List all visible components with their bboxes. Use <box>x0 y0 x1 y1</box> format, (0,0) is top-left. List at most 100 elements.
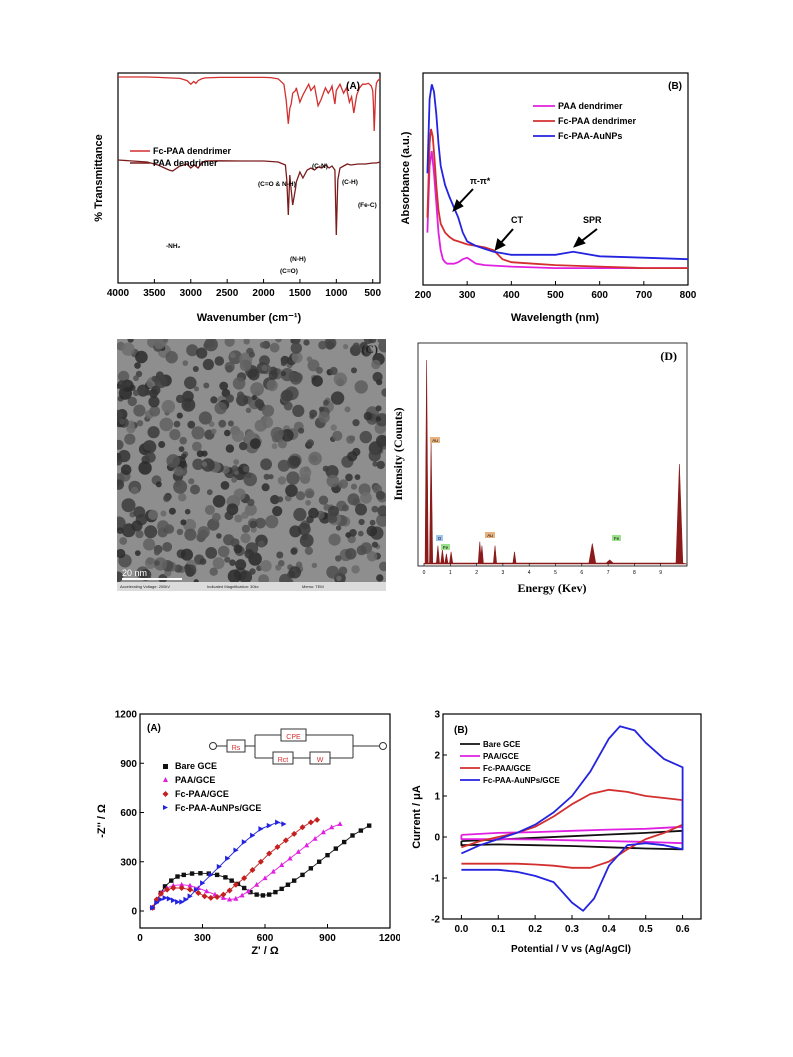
nanoparticle <box>379 561 386 572</box>
x-axis-tick-label: 0.2 <box>528 924 542 935</box>
nanoparticle <box>335 525 342 531</box>
nanoparticle <box>117 409 123 422</box>
nanoparticle <box>303 339 310 346</box>
annotation-spr: SPR <box>583 215 602 225</box>
tem-footer: Accelerating Voltage: 200kV Indicated Ma… <box>117 582 386 591</box>
cv-chart: 0.0 0.1 0.2 0.3 0.4 0.5 0.6 -2 -1 0 1 2 3 (B) Curren… <box>411 710 702 955</box>
nanoparticle <box>328 533 341 546</box>
nanoparticle <box>376 460 385 470</box>
nanoparticle <box>350 483 358 490</box>
nanoparticle <box>285 484 298 497</box>
nanoparticle <box>329 366 338 376</box>
nanoparticle <box>281 429 294 442</box>
nanoparticle <box>375 434 386 447</box>
nanoparticle <box>212 495 226 508</box>
y-axis-tick-label: 3 <box>434 710 440 721</box>
nanoparticle <box>143 441 153 451</box>
legend-fc-paa: Fc-PAA dendrimer <box>153 146 232 156</box>
legend-paa: PAA dendrimer <box>558 101 623 111</box>
nanoparticle <box>326 565 340 579</box>
x-axis-tick-label: 0 <box>423 570 426 576</box>
nanoparticle <box>192 458 204 470</box>
nanoparticle <box>323 399 329 406</box>
nanoparticle <box>119 537 128 545</box>
nanoparticle <box>198 411 212 425</box>
nanoparticle <box>227 569 242 582</box>
y-axis-label: Intensity (Counts) <box>391 407 405 500</box>
nanoparticle <box>352 419 360 427</box>
nanoparticle <box>335 555 342 562</box>
annotation-ct: CT <box>511 215 523 225</box>
nanoparticle <box>182 360 189 366</box>
nanoparticle <box>308 451 322 466</box>
x-axis-tick-label: 1500 <box>289 288 312 299</box>
nanoparticle <box>345 548 357 560</box>
nanoparticle <box>248 351 255 358</box>
y-axis-tick-label: 1200 <box>115 710 138 721</box>
series-line <box>426 84 689 261</box>
nanoparticle <box>254 419 267 432</box>
nanoparticle <box>318 411 330 424</box>
nanoparticle <box>352 342 360 350</box>
nanoparticle <box>349 435 356 442</box>
nanoparticle <box>224 556 231 563</box>
panel-label: (A) <box>346 81 360 92</box>
nanoparticle <box>135 350 148 364</box>
nanoparticle <box>277 439 288 449</box>
nanoparticle <box>166 454 180 468</box>
nanoparticle <box>148 396 160 408</box>
x-axis-tick-label: 1 <box>449 570 452 576</box>
y-axis-label: % Transmittance <box>93 134 105 221</box>
nanoparticle <box>371 359 381 370</box>
nanoparticle <box>240 533 251 544</box>
nanoparticle <box>184 528 197 541</box>
x-axis-tick-label: 0.4 <box>602 924 616 935</box>
fit-line <box>152 825 370 908</box>
equivalent-circuit <box>209 728 387 765</box>
nanoparticle <box>154 375 168 389</box>
nanoparticle <box>371 505 379 513</box>
x-axis-tick-label: 9 <box>659 570 662 576</box>
nanoparticle <box>323 504 331 511</box>
nanoparticle <box>288 566 302 579</box>
scale-label: 20 nm <box>122 568 148 578</box>
data-point <box>337 821 343 826</box>
nanoparticle <box>133 404 146 417</box>
series-line <box>117 159 381 236</box>
circuit-w: W <box>317 757 324 764</box>
nanoparticle <box>175 480 182 487</box>
legend-fc-paa-aunps: Fc-PAA-AuNPs <box>558 131 622 141</box>
x-axis-label: Energy (Kev) <box>518 581 587 595</box>
x-axis-tick-label: 4000 <box>107 288 130 299</box>
nanoparticle <box>251 394 257 401</box>
nanoparticle <box>377 505 386 517</box>
nanoparticle <box>117 370 130 383</box>
nanoparticle <box>289 525 302 538</box>
nanoparticle <box>159 417 174 432</box>
nanoparticle <box>324 339 337 349</box>
nanoparticle <box>368 449 381 462</box>
nanoparticle <box>155 481 162 488</box>
nanoparticle <box>168 507 176 515</box>
nanoparticle <box>184 376 197 390</box>
nanoparticle <box>134 550 141 556</box>
nanoparticle <box>292 404 305 417</box>
panel-label: (B) <box>668 81 682 92</box>
series-line <box>426 128 688 269</box>
nanoparticle <box>216 533 222 539</box>
legend-marker-fc-paa <box>162 791 169 797</box>
nanoparticle <box>178 493 187 502</box>
nanoparticle <box>212 512 221 522</box>
nanoparticle <box>333 372 348 386</box>
nanoparticle <box>375 490 385 500</box>
annotation-fec: (Fe-C) <box>358 202 377 209</box>
legend-paa: PAA/GCE <box>175 775 215 785</box>
peak-label-fe-1: Fe <box>441 544 450 550</box>
nanoparticle <box>261 483 270 492</box>
nanoparticle <box>117 439 124 450</box>
y-axis-label: Current / μA <box>411 785 423 849</box>
plot-frame <box>117 72 381 284</box>
nanoparticle <box>161 399 176 414</box>
nanoparticle <box>187 420 196 429</box>
nanoparticle <box>308 507 319 519</box>
